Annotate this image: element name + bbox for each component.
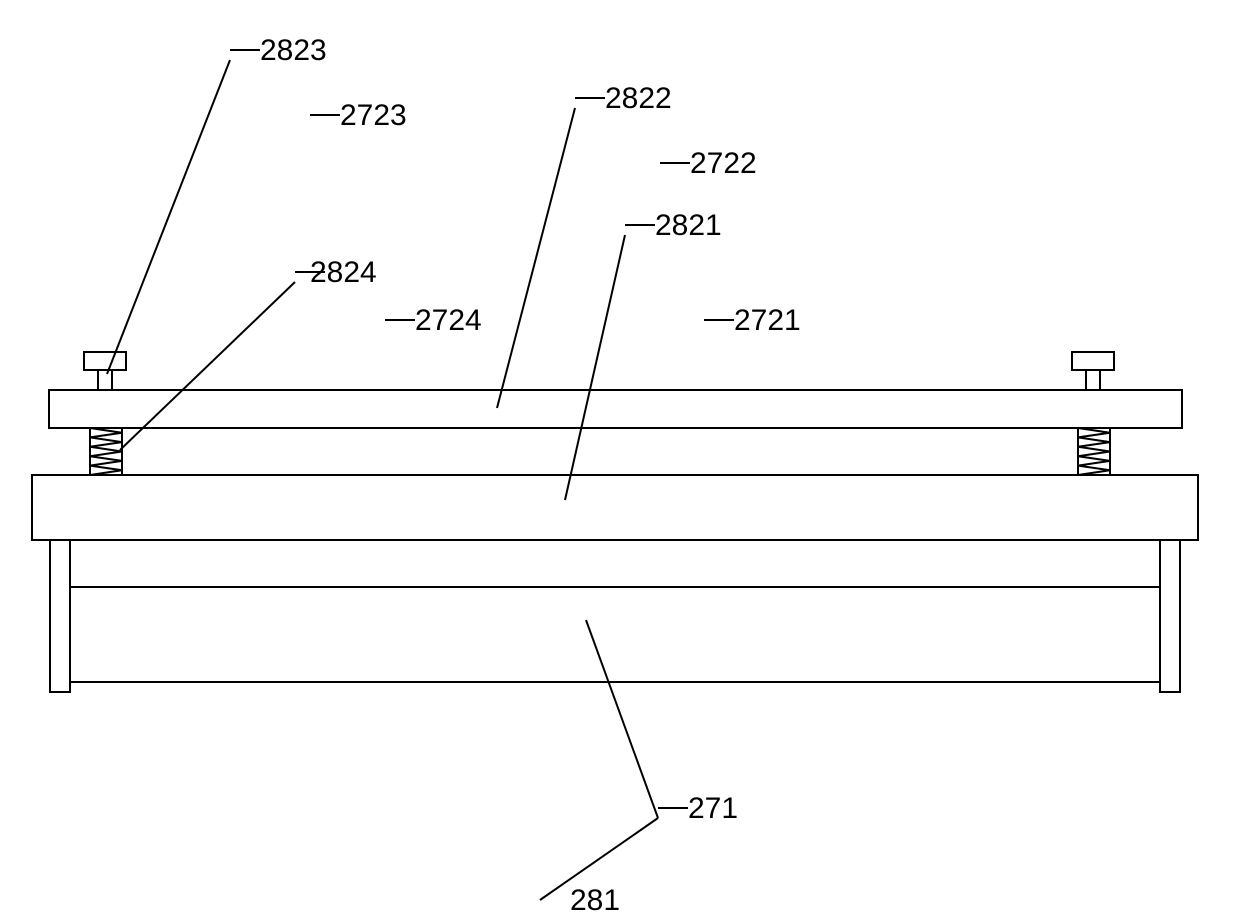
leader-l2821 [565, 235, 625, 500]
label-2723: 2723 [340, 99, 407, 132]
leader-l2823 [107, 60, 230, 374]
label-2824: 2824 [310, 256, 377, 289]
label-2822: 2822 [605, 82, 672, 115]
leader-l2822 [497, 108, 575, 408]
label-2823: 2823 [260, 34, 327, 67]
label-2821: 2821 [655, 209, 722, 242]
mid-plate [32, 475, 1198, 540]
top-plate [49, 390, 1182, 428]
spring-left [90, 428, 122, 475]
label-271: 271 [688, 792, 738, 825]
bottom-box [70, 540, 1160, 682]
left-leg [50, 540, 70, 692]
label-281: 281 [570, 884, 620, 917]
right-leg [1160, 540, 1180, 692]
bolt-left-shaft [98, 370, 112, 390]
spring-right [1078, 428, 1110, 475]
label-2721: 2721 [734, 304, 801, 337]
label-2722: 2722 [690, 147, 757, 180]
bolt-right-head [1072, 352, 1114, 370]
bolt-right-shaft [1086, 370, 1100, 390]
label-2724: 2724 [415, 304, 482, 337]
bolt-left-head [84, 352, 126, 370]
